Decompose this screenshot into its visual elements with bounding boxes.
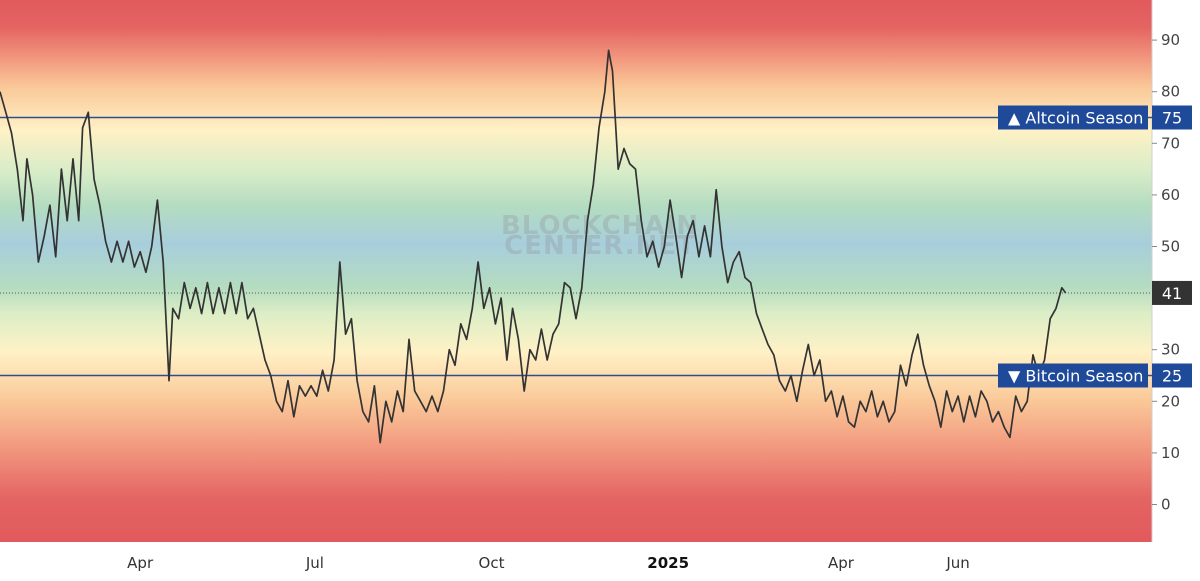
y-tick-label: 70 [1161, 134, 1180, 152]
x-tick-label: 2025 [647, 554, 689, 572]
level-name-tag [998, 105, 1148, 130]
y-tick-label: 90 [1161, 31, 1180, 49]
level-lines [0, 116, 1152, 377]
y-tick-label: 60 [1161, 186, 1180, 204]
x-tick-label: Oct [479, 554, 505, 572]
watermark: BLOCKCHAIN CENTER.NET [501, 211, 698, 261]
level-value-tag [1152, 105, 1192, 130]
y-tick-label: 10 [1161, 444, 1180, 462]
watermark-line-2: CENTER.NET [504, 231, 696, 261]
y-tick-label: 80 [1161, 83, 1180, 101]
current-value-label: 41 [1162, 284, 1182, 303]
y-tick-label: 20 [1161, 392, 1180, 410]
level-name-label: ▲ Altcoin Season [1008, 109, 1143, 128]
x-axis-ticks: Apr Jul Oct 2025 Apr Jun [127, 554, 970, 572]
y-tick-label: 50 [1161, 238, 1180, 256]
level-name-label: ▼ Bitcoin Season [1008, 367, 1143, 386]
x-tick-label: Apr [127, 554, 154, 572]
x-tick-label: Apr [828, 554, 855, 572]
level-tags: ▲ Altcoin Season 75 ▼ Bitcoin Season 25 [998, 105, 1192, 388]
level-name-tag [998, 363, 1148, 388]
series-line [0, 49, 1067, 444]
level-value-label: 25 [1162, 367, 1182, 386]
x-axis-panel [0, 542, 1200, 581]
x-tick-label: Jun [945, 554, 969, 572]
y-tick-label: 0 [1161, 496, 1171, 514]
x-tick-label: Jul [305, 554, 324, 572]
plot-background [0, 0, 1152, 542]
current-value-tag [1152, 280, 1192, 305]
level-value-label: 75 [1162, 109, 1182, 128]
current-value-tag-group: 41 [1152, 280, 1192, 305]
y-tick-label: 30 [1161, 341, 1180, 359]
level-value-tag [1152, 363, 1192, 388]
